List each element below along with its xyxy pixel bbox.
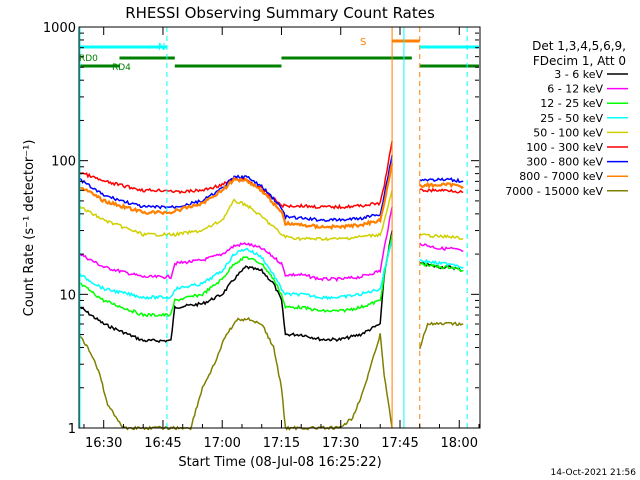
legend-label-5: 50 - 100 keV xyxy=(533,126,603,139)
series-line-6 xyxy=(79,140,464,210)
x-tick-label-4: 17:30 xyxy=(322,436,359,451)
legend-label-6: 100 - 300 keV xyxy=(526,141,603,154)
series-line-8 xyxy=(79,163,464,231)
y-tick-label-1: 10 xyxy=(59,288,76,303)
indicator-label-rd4: RD4 xyxy=(112,63,131,73)
legend-label-1: 3 - 6 keV xyxy=(554,68,603,81)
legend-label-7: 300 - 800 keV xyxy=(526,156,603,169)
x-axis-label: Start Time (08-Jul-08 16:25:22) xyxy=(178,455,381,470)
y-tick-label-0: 1 xyxy=(68,422,76,437)
indicator-label-s: S xyxy=(360,37,366,48)
series-line-5 xyxy=(79,190,464,242)
series-line-4 xyxy=(79,238,464,301)
legend-title-line-1: Det 1,3,4,5,6,9, xyxy=(532,39,626,53)
legend-title-line-2: FDecim 1, Att 0 xyxy=(533,54,626,68)
legend-label-3: 12 - 25 keV xyxy=(540,97,603,110)
series-line-3 xyxy=(79,234,464,318)
series-line-9 xyxy=(79,316,464,431)
x-tick-label-0: 16:30 xyxy=(85,436,122,451)
series-line-2 xyxy=(79,206,464,283)
legend-label-2: 6 - 12 keV xyxy=(547,83,603,96)
indicator-label-rd0: RD0 xyxy=(79,54,98,64)
indicator-label-n: N xyxy=(158,42,165,53)
y-tick-label-3: 1000 xyxy=(43,21,76,36)
x-tick-label-3: 17:15 xyxy=(263,436,300,451)
x-tick-label-1: 16:45 xyxy=(144,436,181,451)
x-tick-label-2: 17:00 xyxy=(203,436,240,451)
axis-layer xyxy=(78,26,481,429)
legend-label-8: 800 - 7000 keV xyxy=(519,170,603,183)
y-axis-label: Count Rate (s⁻¹ detector⁻¹) xyxy=(22,140,37,317)
plot-frame xyxy=(78,26,481,429)
series-line-7 xyxy=(79,154,464,223)
legend-label-4: 25 - 50 keV xyxy=(540,112,603,125)
y-tick-label-2: 100 xyxy=(51,155,76,170)
indicator-layer xyxy=(79,27,479,428)
tick-layer: 16:30 16:45 17:00 17:15 17:30 17:45 18:00 1 10 10… xyxy=(43,21,480,451)
x-tick-label-6: 18:00 xyxy=(441,436,478,451)
series-layer xyxy=(79,140,464,431)
chart-title: RHESSI Observing Summary Count Rates xyxy=(125,4,435,22)
series-line-1 xyxy=(79,230,464,344)
x-tick-label-5: 17:45 xyxy=(381,436,418,451)
timestamp: 14-Oct-2021 21:56 xyxy=(551,468,637,478)
legend-label-9: 7000 - 15000 keV xyxy=(505,185,603,198)
